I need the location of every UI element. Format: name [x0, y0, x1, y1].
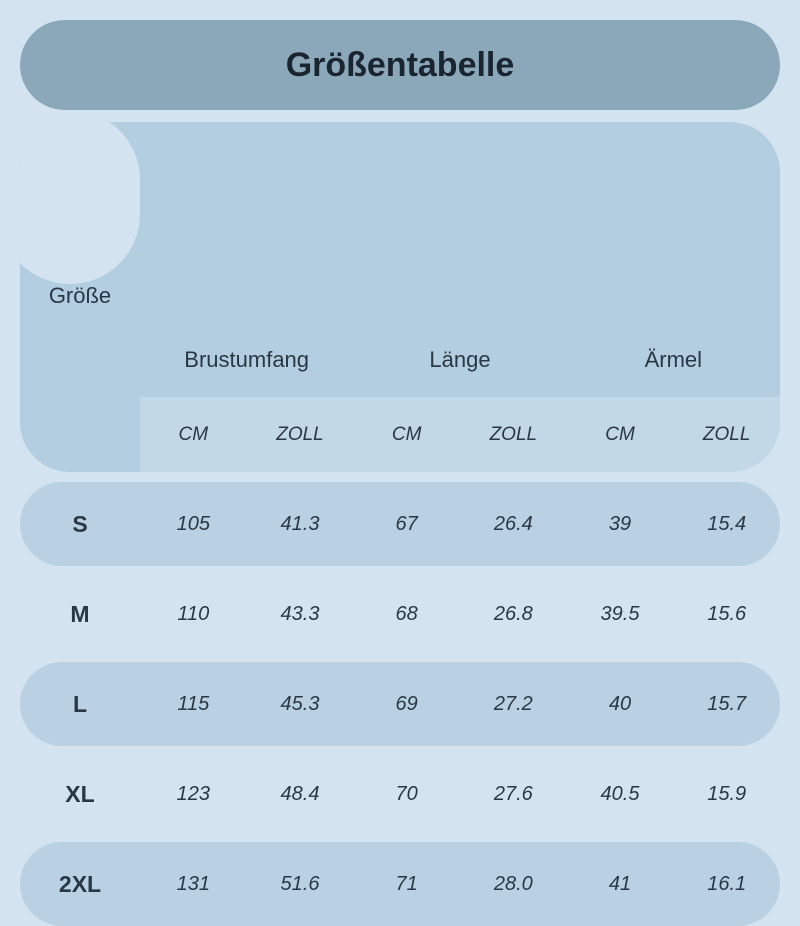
data-cell: 28.0	[460, 873, 567, 896]
size-cell: XL	[20, 781, 140, 808]
header-measurements-row: Brustumfang Länge Ärmel	[20, 322, 780, 397]
data-cell: 26.8	[460, 603, 567, 626]
data-cell: 48.4	[247, 783, 354, 806]
table-row: 2XL13151.67128.04116.1	[20, 842, 780, 926]
data-cell: 69	[353, 693, 460, 716]
data-cell: 15.7	[673, 693, 780, 716]
data-cell: 40.5	[567, 783, 674, 806]
size-label-bg	[20, 122, 140, 284]
data-cell: 27.6	[460, 783, 567, 806]
data-cell: 15.6	[673, 603, 780, 626]
data-cells: 12348.47027.640.515.9	[140, 783, 780, 806]
measure-aermel: Ärmel	[567, 347, 780, 373]
data-cells: 11545.36927.24015.7	[140, 693, 780, 716]
unit-cell: CM	[567, 424, 674, 446]
measure-laenge: Länge	[353, 347, 566, 373]
data-cell: 123	[140, 783, 247, 806]
data-cell: 39.5	[567, 603, 674, 626]
data-cell: 41.3	[247, 513, 354, 536]
data-cell: 71	[353, 873, 460, 896]
size-cell: M	[20, 601, 140, 628]
title-bar: Größentabelle	[20, 20, 780, 110]
title-text: Größentabelle	[286, 46, 515, 85]
size-cell: L	[20, 691, 140, 718]
unit-cell: ZOLL	[673, 424, 780, 446]
table-row: M11043.36826.839.515.6	[20, 572, 780, 656]
table-row: S10541.36726.43915.4	[20, 482, 780, 566]
unit-cell: CM	[353, 424, 460, 446]
data-cell: 15.9	[673, 783, 780, 806]
data-cell: 131	[140, 873, 247, 896]
data-cell: 105	[140, 513, 247, 536]
data-cell: 15.4	[673, 513, 780, 536]
table-row: L11545.36927.24015.7	[20, 662, 780, 746]
size-cell: 2XL	[20, 871, 140, 898]
table-row: XL12348.47027.640.515.9	[20, 752, 780, 836]
unit-cell: ZOLL	[247, 424, 354, 446]
data-cell: 68	[353, 603, 460, 626]
header-units-row: CM ZOLL CM ZOLL CM ZOLL	[140, 397, 780, 472]
data-cell: 70	[353, 783, 460, 806]
unit-cell: ZOLL	[460, 424, 567, 446]
data-cell: 110	[140, 603, 247, 626]
data-cell: 43.3	[247, 603, 354, 626]
data-cell: 51.6	[247, 873, 354, 896]
data-cells: 13151.67128.04116.1	[140, 873, 780, 896]
data-cell: 27.2	[460, 693, 567, 716]
unit-cell: CM	[140, 424, 247, 446]
data-cell: 26.4	[460, 513, 567, 536]
size-cell: S	[20, 511, 140, 538]
data-cell: 45.3	[247, 693, 354, 716]
data-cell: 67	[353, 513, 460, 536]
data-cell: 115	[140, 693, 247, 716]
table-header: Größe Brustumfang Länge Ärmel CM ZOLL CM…	[20, 122, 780, 472]
size-label: Größe	[49, 283, 111, 308]
table-body: S10541.36726.43915.4M11043.36826.839.515…	[20, 482, 780, 926]
data-cells: 11043.36826.839.515.6	[140, 603, 780, 626]
data-cell: 39	[567, 513, 674, 536]
measure-brustumfang: Brustumfang	[140, 347, 353, 373]
data-cell: 16.1	[673, 873, 780, 896]
data-cells: 10541.36726.43915.4	[140, 513, 780, 536]
data-cell: 41	[567, 873, 674, 896]
data-cell: 40	[567, 693, 674, 716]
size-label-cell: Größe	[20, 283, 140, 309]
